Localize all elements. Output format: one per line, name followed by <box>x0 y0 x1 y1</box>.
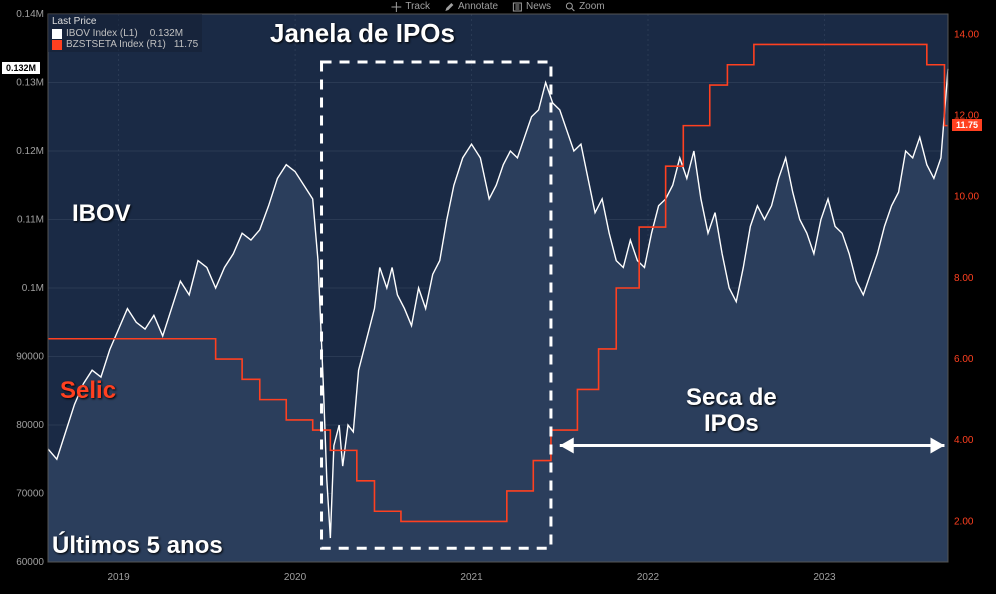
legend-value-ibov: 0.132M <box>150 28 183 39</box>
svg-text:2020: 2020 <box>284 572 307 583</box>
svg-text:2021: 2021 <box>460 572 483 583</box>
svg-text:2022: 2022 <box>637 572 660 583</box>
zoom-icon <box>565 2 575 12</box>
svg-text:80000: 80000 <box>16 420 44 431</box>
crosshair-icon <box>391 2 401 12</box>
svg-text:2.00: 2.00 <box>954 516 974 527</box>
legend-label-selic: BZSTSETA Index (R1) <box>66 39 166 50</box>
news-icon <box>512 2 522 12</box>
svg-text:60000: 60000 <box>16 557 44 568</box>
legend-swatch-selic <box>52 40 62 50</box>
anno-seca-line1: Seca de <box>686 384 777 411</box>
anno-seca: Seca de IPOs <box>686 385 777 438</box>
right-tag-value: 11.75 <box>956 120 978 130</box>
zoom-label: Zoom <box>579 1 605 12</box>
chart-toolbar: Track Annotate News Zoom <box>391 1 604 12</box>
legend-swatch-ibov <box>52 29 62 39</box>
svg-text:70000: 70000 <box>16 489 44 500</box>
svg-text:14.00: 14.00 <box>954 29 979 40</box>
svg-text:4.00: 4.00 <box>954 435 974 446</box>
legend-row-selic: BZSTSETA Index (R1) 11.75 <box>52 39 198 50</box>
left-axis-tag: 0.132M <box>2 62 40 74</box>
svg-text:2019: 2019 <box>107 572 130 583</box>
right-axis-tag: 11.75 <box>952 119 982 131</box>
anno-janela: Janela de IPOs <box>270 18 455 49</box>
svg-text:0.1M: 0.1M <box>22 283 44 294</box>
track-label: Track <box>405 1 430 12</box>
annotate-button[interactable]: Annotate <box>444 1 498 12</box>
chart-svg: 60000 70000 80000 90000 0.1M 0.11M 0.12M 0.13M 0… <box>0 0 996 594</box>
svg-text:0.12M: 0.12M <box>16 146 44 157</box>
anno-selic: Selic <box>60 377 116 405</box>
zoom-button[interactable]: Zoom <box>565 1 605 12</box>
svg-text:10.00: 10.00 <box>954 192 979 203</box>
pencil-icon <box>444 2 454 12</box>
svg-text:6.00: 6.00 <box>954 354 974 365</box>
annotate-label: Annotate <box>458 1 498 12</box>
news-label: News <box>526 1 551 12</box>
anno-ibov: IBOV <box>72 200 131 228</box>
track-button[interactable]: Track <box>391 1 430 12</box>
legend-row-ibov: IBOV Index (L1) 0.132M <box>52 28 198 39</box>
svg-text:8.00: 8.00 <box>954 273 974 284</box>
svg-text:90000: 90000 <box>16 352 44 363</box>
svg-text:0.13M: 0.13M <box>16 78 44 89</box>
anno-seca-line2: IPOs <box>704 410 759 437</box>
news-button[interactable]: News <box>512 1 551 12</box>
svg-text:0.14M: 0.14M <box>16 9 44 20</box>
legend-value-selic: 11.75 <box>174 39 198 50</box>
chart-container: 60000 70000 80000 90000 0.1M 0.11M 0.12M 0.13M 0… <box>0 0 996 594</box>
svg-text:2023: 2023 <box>813 572 836 583</box>
legend-title: Last Price <box>52 16 198 27</box>
left-tag-value: 0.132M <box>6 63 36 73</box>
legend-label-ibov: IBOV Index (L1) <box>66 28 138 39</box>
legend: Last Price IBOV Index (L1) 0.132M BZSTSE… <box>48 14 202 52</box>
anno-ultimos: Últimos 5 anos <box>52 532 223 560</box>
svg-text:0.11M: 0.11M <box>17 215 44 226</box>
